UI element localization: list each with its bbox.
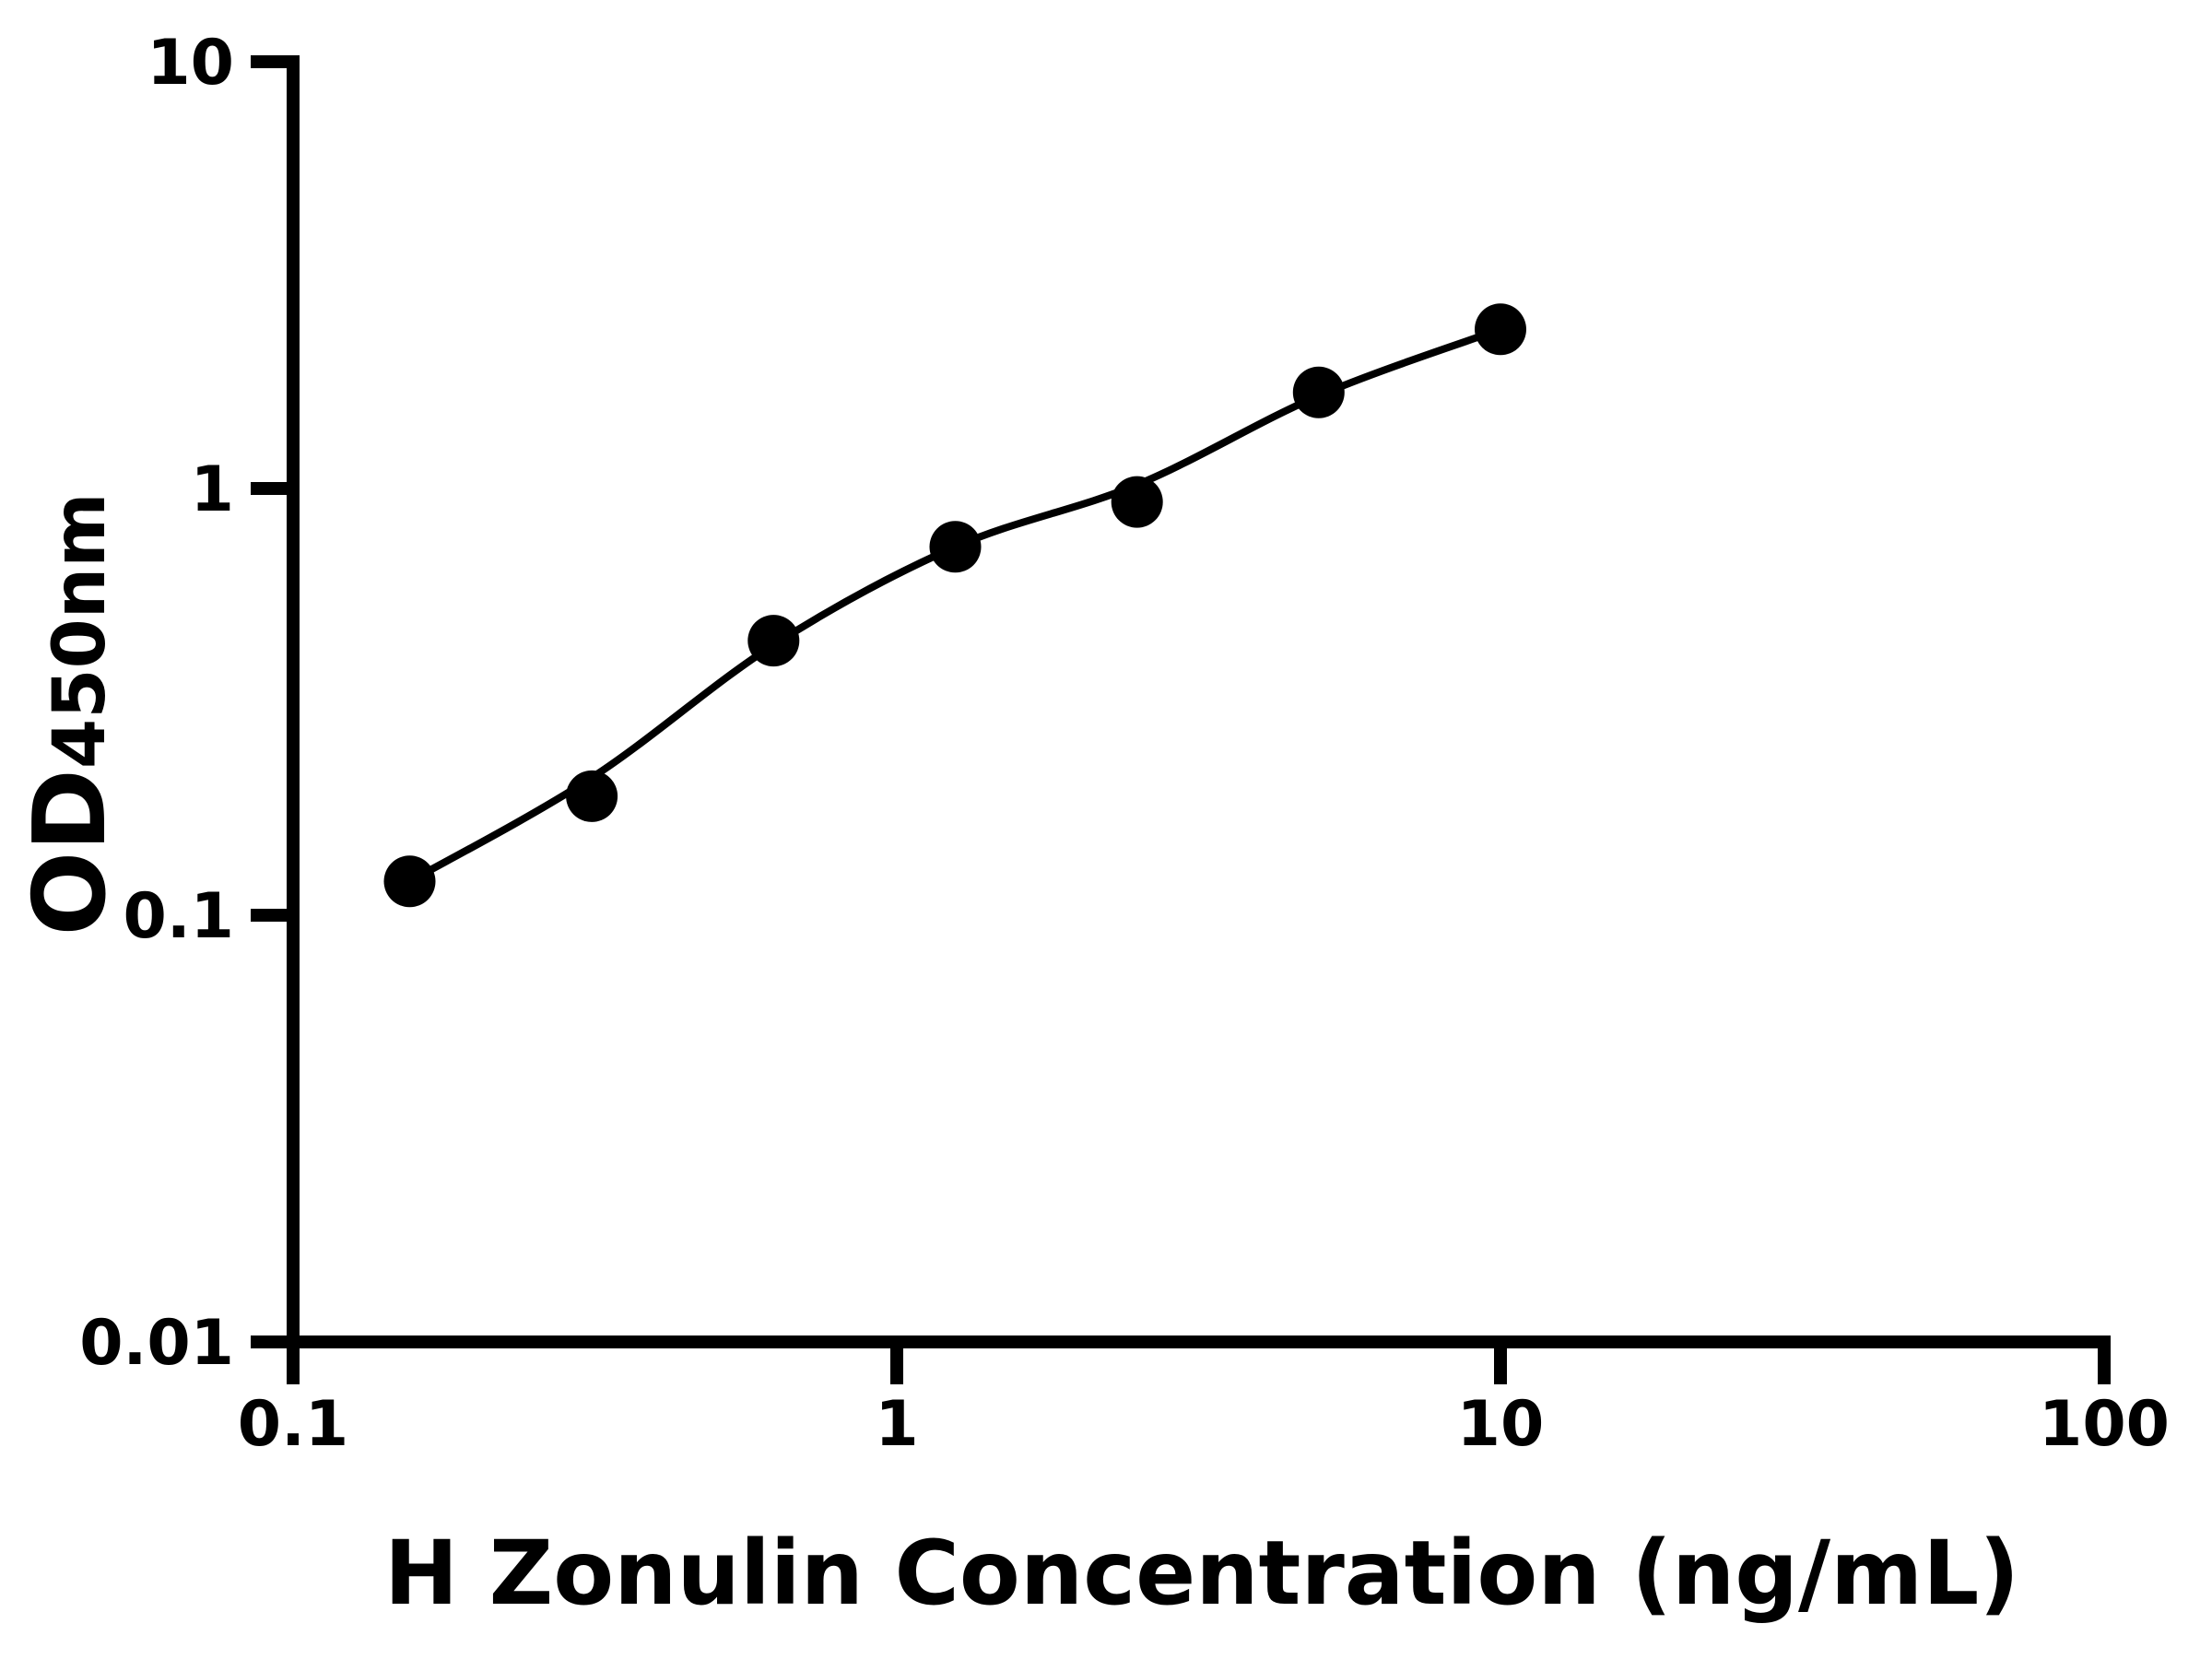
data-point <box>747 615 800 667</box>
data-point <box>1111 476 1163 528</box>
y-tick-label: 0.01 <box>79 1307 234 1380</box>
axes <box>287 55 2111 1348</box>
y-axis-title: OD450nm <box>13 492 128 935</box>
axis-ticks <box>251 55 2111 1384</box>
data-point <box>929 521 982 573</box>
data-point <box>1475 303 1526 356</box>
y-axis-title-main: OD <box>13 769 128 935</box>
x-axis-title: H Zonulin Concentration (ng/mL) <box>384 1522 2019 1625</box>
x-tick-label: 0.1 <box>238 1388 348 1461</box>
y-tick-label: 10 <box>147 27 234 100</box>
data-point <box>566 770 618 822</box>
axis-spines <box>287 55 2111 1348</box>
y-tick-label: 0.1 <box>124 880 234 953</box>
x-tick-label: 10 <box>1457 1388 1545 1461</box>
x-tick-label: 1 <box>875 1388 918 1461</box>
data-point <box>1292 366 1345 418</box>
data-point <box>383 855 436 908</box>
x-tick-label: 100 <box>2039 1388 2170 1461</box>
y-tick-label: 1 <box>191 453 234 526</box>
y-axis-title-subscript: 450nm <box>39 492 122 769</box>
data-points <box>383 303 1526 908</box>
